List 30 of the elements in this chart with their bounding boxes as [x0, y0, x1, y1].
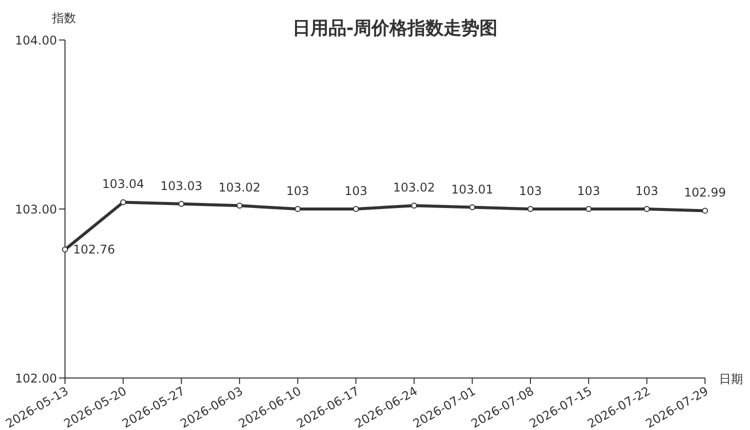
point [120, 199, 126, 206]
data-label: 103 [344, 184, 368, 198]
data-label: 103.03 [160, 178, 202, 193]
point [586, 206, 592, 212]
point [352, 206, 359, 212]
data-label: 102.76 [73, 242, 115, 257]
point [644, 206, 650, 212]
point [62, 246, 68, 253]
point [469, 204, 476, 210]
data-label: 103 [577, 184, 600, 198]
y-tick-label: 104.00 [15, 33, 57, 48]
y-tick-label: 102.00 [15, 371, 57, 386]
point [178, 200, 184, 207]
point [702, 208, 708, 214]
data-label: 103 [635, 184, 658, 198]
data-label: 103.02 [393, 180, 436, 195]
data-label: 102.99 [684, 186, 726, 200]
point [527, 206, 534, 212]
point [411, 202, 418, 209]
data-label: 103.02 [218, 180, 261, 195]
x-axis-title: 日期 [719, 371, 743, 388]
y-tick-label: 103.00 [15, 202, 57, 216]
data-label: 103.04 [102, 177, 144, 192]
point [294, 206, 301, 212]
data-label: 103 [519, 184, 542, 198]
data-label: 103 [286, 184, 310, 198]
chart-title: 日用品-周价格指数走势图 [292, 18, 498, 39]
y-axis-title: 指数 [52, 10, 76, 27]
point [236, 202, 243, 209]
data-label: 103.01 [451, 182, 494, 196]
